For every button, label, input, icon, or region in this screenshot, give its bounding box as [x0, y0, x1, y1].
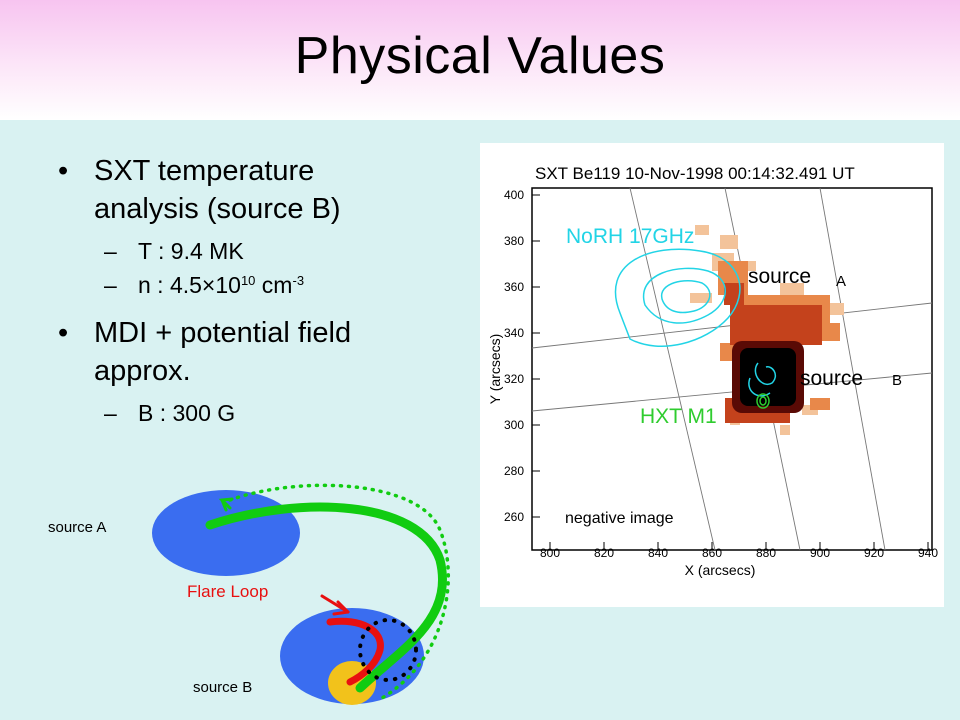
sub-bullet-n-exp: 10 — [240, 273, 256, 288]
y-axis-ticks: 400 380 360 340 320 300 280 260 — [504, 188, 540, 524]
flare-loop-path — [326, 617, 384, 686]
green-loop — [205, 502, 447, 693]
x-tick-label: 800 — [540, 546, 560, 560]
y-tick-label: 400 — [504, 188, 524, 202]
bullet-sxt-line2: analysis (source B) — [94, 193, 341, 225]
x-tick-label: 900 — [810, 546, 830, 560]
source-b-label: source — [800, 367, 863, 390]
x-tick-label: 880 — [756, 546, 776, 560]
sxt-image-panel: SXT Be119 10-Nov-1998 00:14:32.491 UT — [480, 143, 944, 607]
sub-bullet-t: – T : 9.4 MK — [58, 234, 458, 268]
bullet-list: • SXT temperature analysis (source B) – … — [58, 152, 458, 430]
source-b-letter: B — [892, 372, 902, 389]
y-tick-label: 300 — [504, 418, 524, 432]
hxt-label: HXT M1 — [640, 405, 717, 428]
y-tick-label: 280 — [504, 464, 524, 478]
y-tick-label: 380 — [504, 234, 524, 248]
sxt-image-plot: SXT Be119 10-Nov-1998 00:14:32.491 UT — [487, 164, 938, 578]
bullet-sxt-line1: SXT temperature — [94, 155, 315, 187]
x-tick-label: 940 — [918, 546, 938, 560]
arrowhead-icon — [332, 600, 350, 616]
slide-title: Physical Values — [294, 27, 666, 85]
hxt-contour — [756, 393, 770, 409]
y-tick-label: 260 — [504, 510, 524, 524]
title-band — [0, 0, 960, 120]
sub-bullet-n: – n : 4.5×1010 cm-3 — [58, 268, 458, 302]
x-axis-label: X (arcsecs) — [685, 562, 756, 578]
dash-icon: – — [104, 238, 117, 264]
sub-bullet-t-text: T : 9.4 MK — [138, 238, 244, 264]
sub-bullet-n-prefix: n : 4.5×10 — [138, 272, 241, 298]
sub-bullet-b-text: B : 300 G — [138, 400, 236, 426]
source-a-label: source — [748, 265, 811, 288]
flare-loop-diagram: source A source B Flare Loop — [48, 483, 451, 705]
bullet-mdi-line1: MDI + potential field — [94, 317, 352, 349]
source-a-text: source A — [48, 519, 106, 536]
negative-image-note: negative image — [565, 510, 674, 527]
y-tick-label: 340 — [504, 326, 524, 340]
x-tick-label: 860 — [702, 546, 722, 560]
arrowhead-icon — [218, 497, 234, 512]
sub-bullet-b: – B : 300 G — [58, 396, 458, 430]
y-axis-label: Y (arcsecs) — [487, 334, 503, 405]
bullet-mdi-line2: approx. — [94, 355, 191, 387]
source-a-letter: A — [836, 273, 846, 290]
dotted-loop — [228, 483, 451, 700]
x-tick-label: 920 — [864, 546, 884, 560]
bullet-mdi: • MDI + potential field approx. — [58, 314, 458, 390]
norh-contours — [614, 248, 777, 397]
bullet-sxt: • SXT temperature analysis (source B) — [58, 152, 458, 228]
y-tick-label: 320 — [504, 372, 524, 386]
sub-bullet-n-unit: cm — [255, 272, 293, 298]
source-b-text: source B — [193, 679, 252, 696]
y-tick-label: 360 — [504, 280, 524, 294]
bullet-dot-icon: • — [58, 317, 69, 349]
sub-bullet-n-unit-exp: -3 — [292, 273, 305, 288]
plot-title: SXT Be119 10-Nov-1998 00:14:32.491 UT — [535, 164, 855, 183]
dotted-circle — [358, 618, 418, 682]
norh-label: NoRH 17GHz — [566, 225, 694, 248]
dash-icon: – — [104, 400, 117, 426]
x-tick-label: 820 — [594, 546, 614, 560]
x-tick-label: 840 — [648, 546, 668, 560]
x-axis-ticks: 800 820 840 860 880 900 920 940 — [540, 542, 938, 560]
emission-peak — [740, 348, 796, 406]
dash-icon: – — [104, 272, 117, 298]
bullet-dot-icon: • — [58, 155, 69, 187]
flare-loop-label: Flare Loop — [187, 582, 268, 601]
